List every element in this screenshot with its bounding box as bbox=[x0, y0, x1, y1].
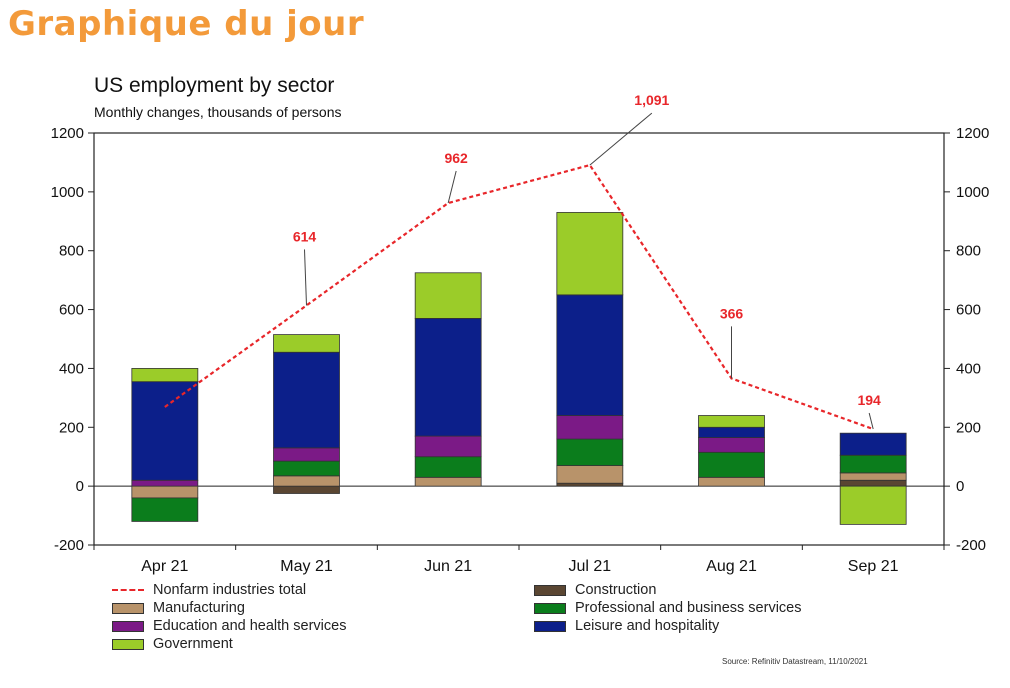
nonfarm-value-label: 1,091 bbox=[634, 92, 669, 108]
legend-item-professional: Professional and business services bbox=[534, 600, 801, 616]
bar-segment-manufacturing bbox=[556, 465, 624, 484]
bar-segment-leisure-and-hospitality bbox=[273, 351, 340, 449]
bar-segment-professional-and-business-services bbox=[273, 460, 340, 477]
bar-segment-government bbox=[556, 212, 624, 296]
bar-segment-leisure-and-hospitality bbox=[131, 381, 199, 481]
nonfarm-value-label: 614 bbox=[293, 228, 317, 244]
bar-segment-manufacturing bbox=[839, 472, 907, 481]
bar-segment-education-and-health-services bbox=[131, 479, 199, 487]
legend-label-education: Education and health services bbox=[153, 618, 347, 634]
y-tick-label-left: 200 bbox=[59, 419, 84, 436]
bar-segment-government bbox=[131, 368, 199, 383]
legend-label-manufacturing: Manufacturing bbox=[153, 600, 245, 616]
bar-segment-construction bbox=[273, 485, 340, 494]
callout-leader bbox=[447, 170, 457, 204]
bar-segment-government bbox=[698, 415, 765, 428]
bar-segment-government bbox=[273, 334, 340, 353]
bar-segment-professional-and-business-services bbox=[131, 497, 199, 522]
nonfarm-value-label: 194 bbox=[857, 392, 881, 408]
y-tick-label-right: 400 bbox=[956, 360, 981, 377]
bar-segment-professional-and-business-services bbox=[556, 438, 624, 466]
y-tick-label-left: 400 bbox=[59, 360, 84, 377]
y-tick-label-left: 600 bbox=[59, 302, 84, 319]
bar-segment-professional-and-business-services bbox=[414, 456, 482, 478]
y-tick-label-left: 1200 bbox=[51, 125, 84, 142]
legend-swatch-nonfarm bbox=[112, 589, 144, 591]
bar-segment-manufacturing bbox=[414, 476, 482, 487]
legend-label-government: Government bbox=[153, 636, 233, 652]
legend-item-education: Education and health services bbox=[112, 618, 346, 634]
legend-label-construction: Construction bbox=[575, 582, 657, 598]
chart-title: US employment by sector bbox=[94, 74, 335, 97]
nonfarm-value-label: 962 bbox=[444, 150, 468, 166]
y-tick-label-left: 0 bbox=[76, 478, 84, 495]
legend-label-professional: Professional and business services bbox=[575, 600, 802, 616]
bar-segment-construction bbox=[556, 482, 624, 487]
nonfarm-total-line bbox=[164, 163, 874, 431]
x-tick-label: Jul 21 bbox=[568, 558, 611, 575]
legend-swatch-construction bbox=[534, 584, 566, 596]
x-tick-label: May 21 bbox=[280, 558, 333, 575]
bar-segment-manufacturing bbox=[131, 485, 199, 499]
y-tick-label-right: 0 bbox=[956, 478, 964, 495]
legend-label-leisure: Leisure and hospitality bbox=[575, 618, 720, 634]
bar-segment-manufacturing bbox=[273, 475, 340, 487]
y-tick-label-left: -200 bbox=[54, 537, 84, 554]
y-tick-label-left: 1000 bbox=[51, 184, 84, 201]
y-tick-label-right: 1200 bbox=[956, 125, 989, 142]
y-tick-label-right: 1000 bbox=[956, 184, 989, 201]
legend-item-nonfarm: Nonfarm industries total bbox=[112, 582, 306, 598]
y-tick-label-right: -200 bbox=[956, 537, 986, 554]
bar-segment-education-and-health-services bbox=[556, 415, 624, 440]
legend-item-construction: Construction bbox=[534, 582, 656, 598]
x-tick-label: Sep 21 bbox=[848, 558, 899, 575]
bar-segment-government bbox=[414, 272, 482, 319]
y-tick-label-right: 200 bbox=[956, 419, 981, 436]
legend-item-manufacturing: Manufacturing bbox=[112, 600, 245, 616]
legend-swatch-manufacturing bbox=[112, 602, 144, 614]
bar-segment-manufacturing bbox=[698, 476, 765, 487]
y-tick-label-right: 600 bbox=[956, 302, 981, 319]
callout-leader bbox=[868, 412, 874, 430]
bar-segment-leisure-and-hospitality bbox=[839, 432, 907, 456]
legend-swatch-education bbox=[112, 620, 144, 632]
plot-frame bbox=[93, 132, 945, 546]
bar-segment-construction bbox=[839, 479, 907, 487]
legend-item-leisure: Leisure and hospitality bbox=[534, 618, 719, 634]
y-tick-label-left: 800 bbox=[59, 243, 84, 260]
nonfarm-value-label: 366 bbox=[720, 305, 744, 321]
y-tick-label-right: 800 bbox=[956, 243, 981, 260]
bar-segment-professional-and-business-services bbox=[839, 454, 907, 474]
page-title: Graphique du jour bbox=[8, 4, 365, 44]
legend-swatch-leisure bbox=[534, 620, 566, 632]
legend-swatch-professional bbox=[534, 602, 566, 614]
bar-segment-leisure-and-hospitality bbox=[556, 294, 624, 416]
bar-segment-education-and-health-services bbox=[698, 437, 765, 453]
x-tick-label: Aug 21 bbox=[706, 558, 757, 575]
legend-item-government: Government bbox=[112, 636, 233, 652]
bar-segment-education-and-health-services bbox=[273, 447, 340, 462]
bar-segment-education-and-health-services bbox=[414, 435, 482, 458]
bar-segment-professional-and-business-services bbox=[698, 451, 765, 478]
bar-segment-leisure-and-hospitality bbox=[414, 317, 482, 437]
legend-swatch-government bbox=[112, 638, 144, 650]
x-tick-label: Apr 21 bbox=[141, 558, 188, 575]
bar-segment-government bbox=[839, 485, 907, 525]
callout-leader bbox=[589, 112, 653, 166]
source-note: Source: Refinitiv Datastream, 11/10/2021 bbox=[722, 657, 868, 666]
bar-segment-leisure-and-hospitality bbox=[698, 426, 765, 438]
callout-leader bbox=[304, 249, 307, 306]
chart-subtitle: Monthly changes, thousands of persons bbox=[94, 104, 342, 120]
legend-label-nonfarm: Nonfarm industries total bbox=[153, 582, 307, 598]
x-tick-label: Jun 21 bbox=[424, 558, 472, 575]
